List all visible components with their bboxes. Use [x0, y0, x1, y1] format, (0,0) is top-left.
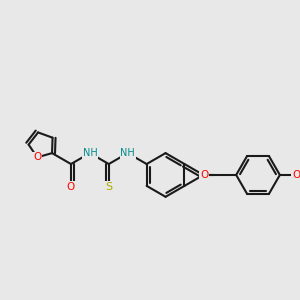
Text: NH: NH	[120, 148, 135, 158]
Text: O: O	[292, 170, 300, 180]
Text: O: O	[67, 182, 75, 192]
Text: O: O	[200, 170, 208, 180]
Text: S: S	[105, 182, 112, 192]
Text: NH: NH	[82, 148, 97, 158]
Text: O: O	[33, 152, 41, 162]
Text: N: N	[200, 169, 207, 179]
